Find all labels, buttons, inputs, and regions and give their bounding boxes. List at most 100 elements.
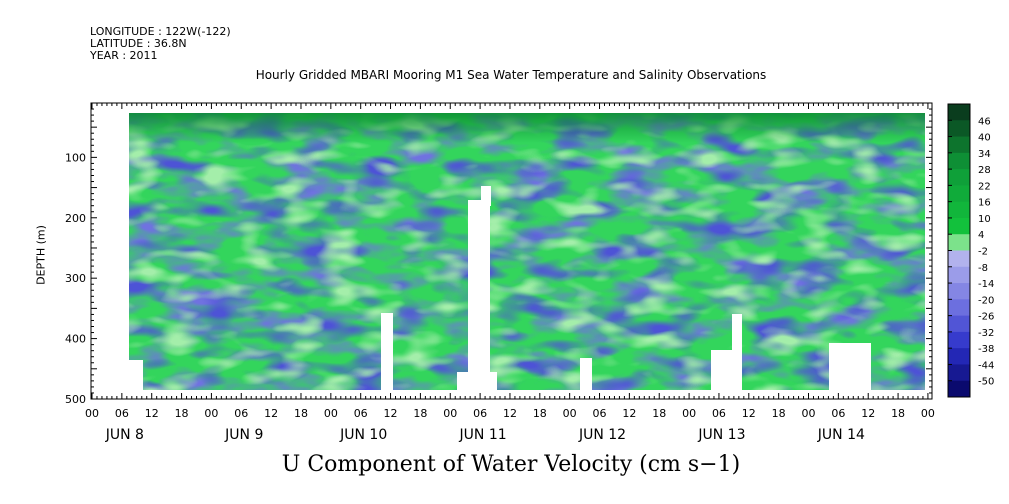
x-hour-label: 18	[413, 407, 427, 420]
data-gap-c3	[457, 372, 497, 390]
y-tick-label: 200	[65, 212, 86, 225]
colorbar-label: -8	[978, 263, 988, 274]
x-hour-label: 00	[802, 407, 816, 420]
x-hour-label: 18	[772, 407, 786, 420]
x-hour-label: 00	[563, 407, 577, 420]
x-hour-label: 06	[354, 407, 368, 420]
colorbar-label: 34	[978, 149, 991, 160]
colorbar-label: 40	[978, 133, 991, 144]
x-hour-label: 06	[593, 407, 607, 420]
data-gap-d	[580, 358, 592, 390]
year-label: YEAR : 2011	[90, 49, 158, 62]
y-tick-label: 400	[65, 333, 86, 346]
x-hour-label: 06	[234, 407, 248, 420]
colorbar-segment	[948, 315, 970, 333]
heatmap-surface-band	[129, 113, 925, 143]
colorbar-label: 10	[978, 214, 991, 225]
x-hour-label: 18	[891, 407, 905, 420]
x-hour-label: 00	[443, 407, 457, 420]
x-hour-label: 00	[921, 407, 935, 420]
longitude-label: LONGITUDE : 122W(-122)	[90, 25, 231, 38]
data-gap-e2	[732, 314, 742, 390]
colorbar-segment	[948, 152, 970, 170]
colorbar-label: -50	[978, 377, 994, 388]
x-hour-label: 18	[175, 407, 189, 420]
colorbar-segment	[948, 331, 970, 349]
colorbar-segment	[948, 104, 970, 121]
heatmap-data-gaps	[91, 103, 932, 399]
heatmap-field	[91, 103, 932, 399]
data-gap-a	[129, 360, 143, 390]
latitude-label: LATITUDE : 36.8N	[90, 37, 187, 50]
colorbar-segment	[948, 364, 970, 382]
y-tick-label: 100	[65, 151, 86, 164]
heatmap-weak-regions	[129, 113, 925, 390]
x-hour-label: 00	[85, 407, 99, 420]
x-hour-label: 18	[294, 407, 308, 420]
data-gap-f	[829, 343, 871, 390]
x-hour-label: 12	[384, 407, 398, 420]
x-day-label: JUN 13	[697, 427, 745, 443]
colorbar-label: 46	[978, 116, 991, 127]
colorbar-label: 16	[978, 198, 991, 209]
colorbar-label: -14	[978, 279, 994, 290]
colorbar-label: -2	[978, 247, 988, 258]
colorbar-segment	[948, 234, 970, 251]
x-day-label: JUN 14	[817, 427, 865, 443]
colorbar-label: 22	[978, 181, 991, 192]
colorbar-segment	[948, 348, 970, 365]
colorbar-segment	[948, 217, 970, 235]
x-hour-label: 12	[742, 407, 756, 420]
x-hour-label: 18	[652, 407, 666, 420]
data-gap-end	[925, 103, 932, 399]
colorbar: 46 40 34 28 22 16 10 4 -2 -8 -14 -20 -26 -32 -38 -44 -50	[947, 103, 994, 398]
x-day-label: JUN 12	[578, 427, 626, 443]
x-hour-label: 06	[115, 407, 129, 420]
x-day-label: JUN 9	[224, 427, 263, 443]
y-tick-label: 300	[65, 272, 86, 285]
x-hour-label: 00	[682, 407, 696, 420]
colorbar-segment	[948, 169, 970, 186]
x-hour-label: 18	[533, 407, 547, 420]
y-tick-label: 500	[65, 393, 86, 406]
x-day-label: JUN 8	[105, 427, 144, 443]
colorbar-label: 4	[978, 230, 984, 241]
x-hour-label: 06	[712, 407, 726, 420]
y-axis: 100 200 300 400 500	[65, 108, 932, 406]
colorbar-segment	[948, 250, 970, 268]
colorbar-segment	[948, 136, 970, 154]
chart-subtitle: U Component of Water Velocity (cm s−1)	[281, 452, 741, 477]
data-gap-bottom	[91, 390, 932, 399]
x-day-label: JUN 10	[339, 427, 387, 443]
colorbar-label: -20	[978, 295, 994, 306]
x-hour-label: 12	[861, 407, 875, 420]
data-gap-top	[91, 103, 932, 113]
x-hour-label: 06	[831, 407, 845, 420]
x-hour-label: 12	[503, 407, 517, 420]
x-hour-label: 12	[145, 407, 159, 420]
data-gap-start	[91, 103, 129, 399]
colorbar-segment	[948, 185, 970, 203]
x-hour-label: 12	[264, 407, 278, 420]
colorbar-label: -32	[978, 328, 994, 339]
colorbar-segment	[948, 380, 970, 398]
data-gap-c2	[481, 186, 491, 206]
colorbar-segment	[948, 120, 970, 138]
x-day-label: JUN 11	[459, 427, 507, 443]
colorbar-label: -38	[978, 344, 994, 355]
colorbar-segment	[948, 283, 970, 300]
x-hour-label: 00	[204, 407, 218, 420]
data-gap-b	[381, 313, 393, 390]
colorbar-segment	[948, 266, 970, 284]
x-hour-label: 06	[473, 407, 487, 420]
x-hour-label: 12	[622, 407, 636, 420]
x-hour-label: 00	[324, 407, 338, 420]
colorbar-segment	[948, 299, 970, 317]
plot-frame	[90, 102, 933, 400]
colorbar-label: -44	[978, 360, 994, 371]
colorbar-label: 28	[978, 165, 991, 176]
colorbar-segment	[948, 201, 970, 219]
x-axis: 00 06 12 18 00 06 12 18 00 06 12 18 00 06 12 18 00 06 12 18…	[85, 103, 935, 443]
data-gap-c	[468, 200, 490, 390]
